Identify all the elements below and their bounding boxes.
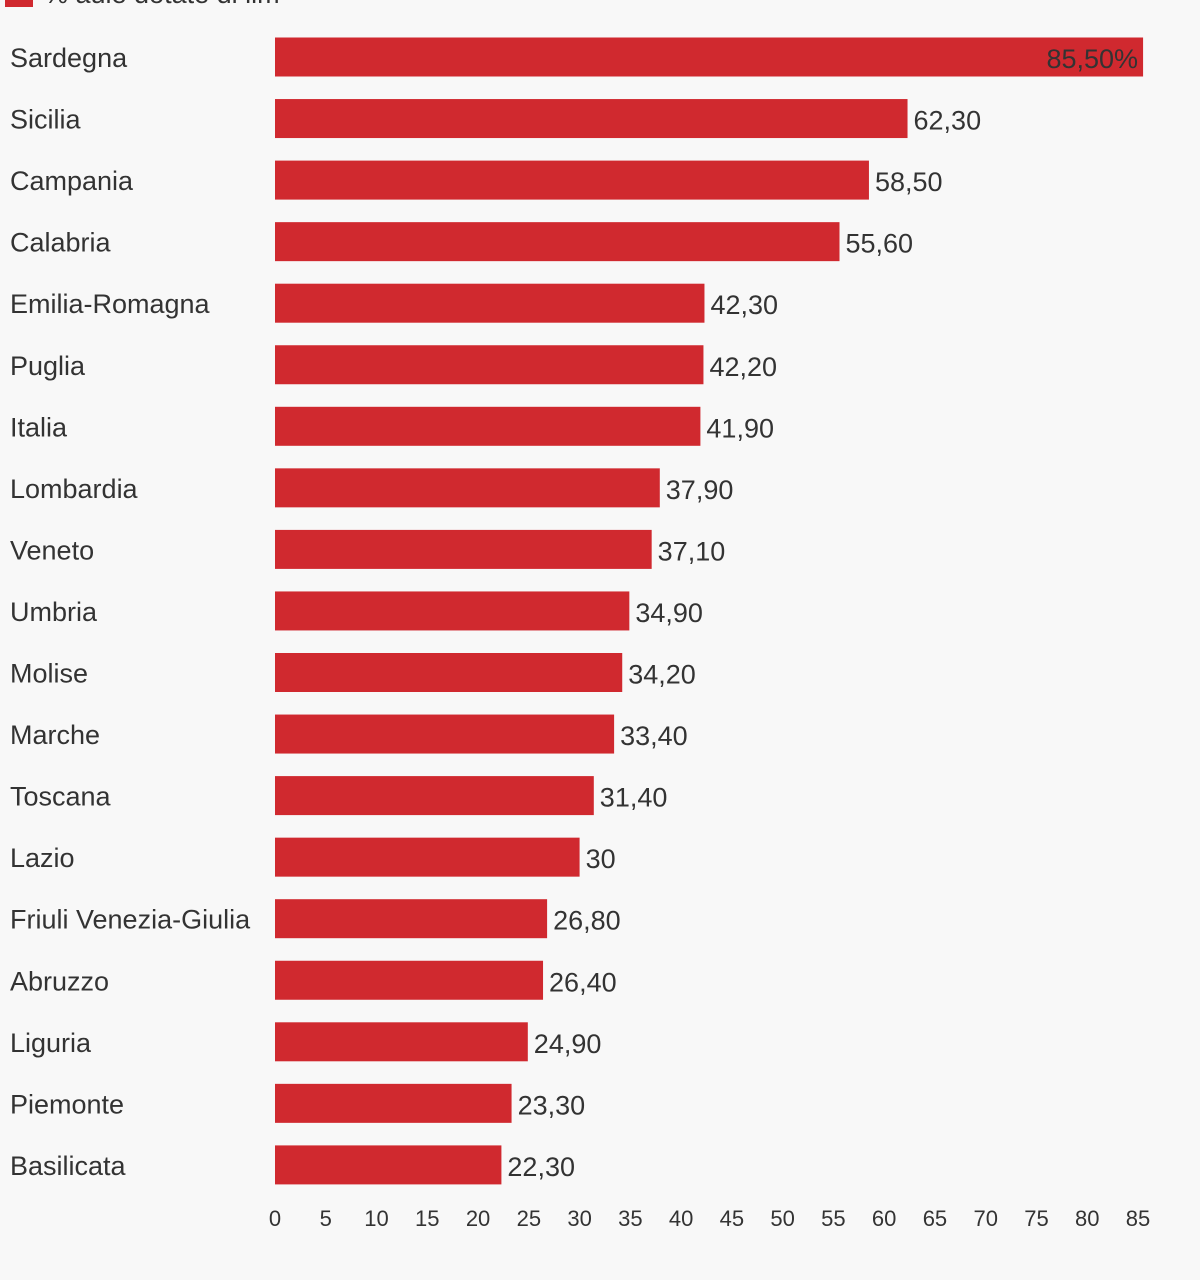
- bar: [275, 529, 652, 569]
- bar: [275, 837, 580, 877]
- data-label: 34,90: [635, 598, 703, 628]
- data-label: 42,20: [709, 352, 777, 382]
- bar: [275, 160, 869, 200]
- category-label: Italia: [10, 412, 68, 442]
- category-label: Piemonte: [10, 1089, 124, 1119]
- legend-label: % aule dotate di lim: [44, 0, 280, 9]
- bar: [275, 222, 840, 262]
- data-label: 42,30: [710, 290, 778, 320]
- bar: [275, 99, 908, 139]
- x-tick-label: 60: [872, 1206, 896, 1231]
- bars: [275, 37, 1144, 1185]
- x-tick-label: 70: [973, 1206, 997, 1231]
- category-label: Liguria: [10, 1028, 92, 1058]
- x-tick-label: 85: [1126, 1206, 1150, 1231]
- category-label: Friuli Venezia-Giulia: [10, 905, 251, 935]
- data-label: 37,10: [658, 536, 726, 566]
- bar: [275, 714, 615, 754]
- x-axis-tick-labels: 0 5 10 15 20 25 30 35 40 45 50 55 60 65 70 75 80 85: [269, 1206, 1150, 1231]
- data-label: 58,50: [875, 167, 943, 197]
- category-label: Umbria: [10, 597, 98, 627]
- category-label: Puglia: [10, 351, 86, 381]
- x-tick-label: 0: [269, 1206, 281, 1231]
- x-tick-label: 20: [466, 1206, 490, 1231]
- data-label: 34,20: [628, 660, 696, 690]
- bar: [275, 776, 594, 816]
- legend: % aule dotate di lim: [5, 0, 280, 9]
- x-tick-label: 35: [618, 1206, 642, 1231]
- category-label: Emilia-Romagna: [10, 289, 211, 319]
- data-label: 33,40: [620, 721, 688, 751]
- bar: [275, 1145, 502, 1185]
- data-label: 37,90: [666, 475, 734, 505]
- bar: [275, 1022, 528, 1062]
- x-tick-label: 80: [1075, 1206, 1099, 1231]
- x-tick-label: 75: [1024, 1206, 1048, 1231]
- x-tick-label: 40: [669, 1206, 693, 1231]
- category-label: Marche: [10, 720, 100, 750]
- x-tick-label: 5: [320, 1206, 332, 1231]
- data-labels: 85,50% 62,30 58,50 55,60 42,30 42,20 41,90 37,9…: [507, 44, 1138, 1182]
- bar: [275, 653, 623, 692]
- category-label: Toscana: [10, 782, 112, 812]
- category-label: Molise: [10, 659, 88, 689]
- data-label: 24,90: [534, 1029, 602, 1059]
- x-tick-label: 55: [821, 1206, 845, 1231]
- x-tick-label: 15: [415, 1206, 439, 1231]
- category-label: Campania: [10, 166, 134, 196]
- category-label: Sardegna: [10, 43, 128, 73]
- data-label: 41,90: [706, 413, 774, 443]
- data-label: 26,40: [549, 967, 617, 997]
- data-label: 55,60: [846, 229, 914, 259]
- bar: [275, 960, 544, 1000]
- x-tick-label: 65: [923, 1206, 947, 1231]
- data-label: 62,30: [914, 106, 982, 136]
- data-label: 26,80: [553, 906, 621, 936]
- bar: [275, 1083, 512, 1123]
- category-label: Abruzzo: [10, 966, 109, 996]
- data-label: 22,30: [507, 1152, 575, 1182]
- bar: [275, 406, 701, 446]
- x-tick-label: 50: [770, 1206, 794, 1231]
- bar: [275, 283, 705, 323]
- bar: [275, 468, 660, 508]
- category-label: Basilicata: [10, 1151, 127, 1181]
- bar: [275, 591, 630, 631]
- data-label: 85,50%: [1046, 44, 1138, 74]
- data-label: 23,30: [518, 1090, 586, 1120]
- data-label: 31,40: [600, 783, 668, 813]
- bar: [275, 899, 548, 939]
- category-label: Veneto: [10, 535, 94, 565]
- category-label: Lazio: [10, 843, 75, 873]
- bar: [275, 37, 1144, 77]
- x-tick-label: 45: [720, 1206, 744, 1231]
- category-labels: Sardegna Sicilia Campania Calabria Emilia-Ro…: [10, 43, 251, 1181]
- x-tick-label: 30: [567, 1206, 591, 1231]
- data-label: 30: [586, 844, 616, 874]
- legend-swatch: [5, 0, 33, 7]
- category-label: Lombardia: [10, 474, 139, 504]
- category-label: Sicilia: [10, 105, 82, 135]
- bar: [275, 345, 704, 385]
- category-label: Calabria: [10, 228, 112, 258]
- x-tick-label: 10: [364, 1206, 388, 1231]
- x-tick-label: 25: [517, 1206, 541, 1231]
